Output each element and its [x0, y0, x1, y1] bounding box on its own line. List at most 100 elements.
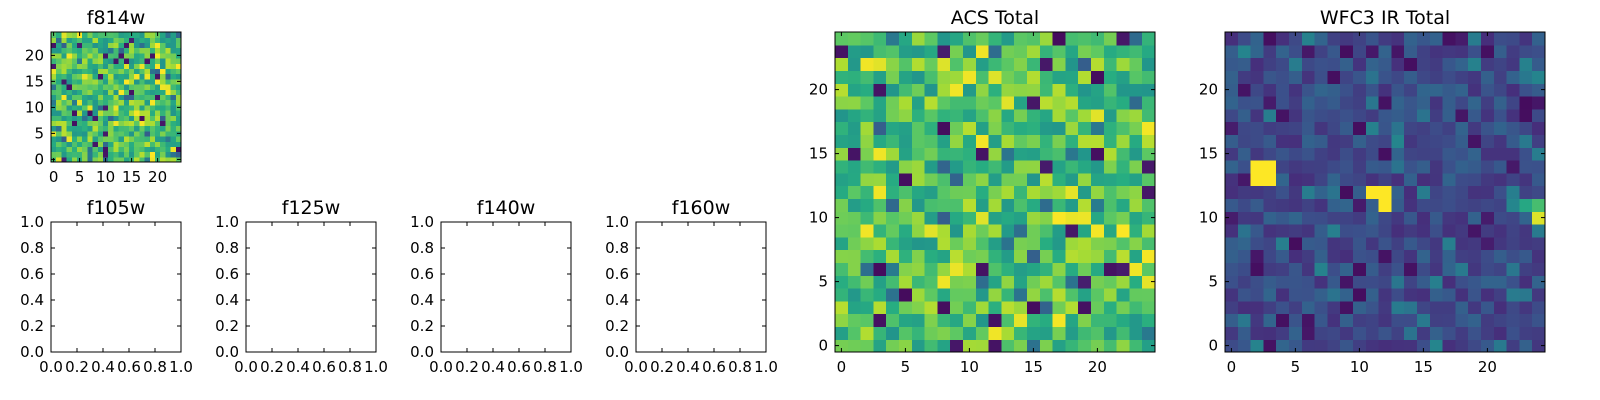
heatmap-cell [1481, 83, 1495, 97]
heatmap-cell [66, 156, 73, 163]
heatmap-cell [134, 58, 140, 64]
heatmap-cell [963, 262, 977, 276]
heatmap-cell [1327, 160, 1341, 174]
heatmap-cell [937, 83, 951, 97]
heatmap-cell [1532, 172, 1546, 187]
heatmap-cell [1404, 326, 1418, 340]
heatmap-cell [1014, 134, 1028, 148]
heatmap-cell [1225, 288, 1239, 302]
heatmap-cell [937, 288, 951, 302]
heatmap-cell [950, 313, 964, 327]
heatmap-cell [847, 339, 862, 353]
heatmap-cell [165, 130, 172, 137]
heatmap-cell [1065, 147, 1079, 161]
heatmap-cell [149, 42, 156, 49]
x-ticks: 0 5 10 15 20 [49, 32, 167, 186]
heatmap-cell [1417, 313, 1431, 327]
heatmap-cell [937, 134, 951, 148]
heatmap-cell [66, 58, 73, 64]
heatmap-cell [1237, 249, 1252, 263]
heatmap-cell [873, 121, 887, 135]
heatmap-cell [51, 120, 57, 127]
heatmap-cell [1014, 262, 1028, 276]
heatmap-cell [1276, 236, 1290, 251]
heatmap-cell [97, 84, 104, 90]
heatmap-cell [1276, 121, 1290, 135]
heatmap-cell [899, 275, 913, 289]
heatmap-cell [108, 52, 114, 59]
heatmap-cell [144, 68, 151, 75]
heatmap-cell [924, 44, 938, 59]
heatmap-cell [113, 130, 120, 137]
heatmap-cell [56, 89, 62, 95]
heatmap-cell [175, 47, 182, 54]
axes-frame [50, 31, 182, 163]
heatmap-cell [860, 300, 874, 315]
heatmap-cell [170, 63, 177, 69]
heatmap-cell [1027, 262, 1041, 276]
heatmap-cell [1065, 108, 1079, 123]
heatmap-cell [886, 288, 900, 302]
heatmap-cell [886, 249, 900, 263]
heatmap-cell [1353, 288, 1367, 302]
heatmap-cell [1027, 96, 1041, 110]
heatmap-cell [1103, 32, 1118, 46]
heatmap-cell [1378, 249, 1392, 263]
heatmap-cell [1314, 134, 1328, 148]
heatmap-cell [1301, 249, 1316, 263]
heatmap-cell [129, 104, 135, 111]
heatmap-cell [149, 73, 156, 80]
heatmap-cell [1276, 211, 1290, 225]
y-tick-label: 0.8 [605, 239, 629, 257]
heatmap-cell [963, 224, 977, 238]
heatmap-cell [139, 99, 146, 106]
heatmap-cell [149, 68, 156, 75]
heatmap-cell [1519, 288, 1533, 302]
panel-f105w: 0.0 0.2 0.4 0.6 0.8 1.00.00.20.40.60.81.0f105… [20, 197, 193, 376]
heatmap-cell [860, 172, 874, 187]
heatmap-cell [170, 151, 177, 158]
heatmap-cell [77, 130, 83, 137]
heatmap-cell [835, 185, 849, 199]
heatmap-cell [1353, 44, 1367, 59]
heatmap-cell [1429, 198, 1444, 212]
heatmap-cell [873, 339, 887, 353]
heatmap-cell [113, 156, 120, 163]
heatmap-cell [1237, 57, 1252, 71]
heatmap-cell [170, 125, 177, 132]
heatmap-cell [1250, 198, 1264, 212]
heatmap-cell [988, 249, 1002, 263]
heatmap-cell [1391, 313, 1405, 327]
heatmap-cell [103, 89, 109, 95]
heatmap-cell [1468, 160, 1482, 174]
heatmap-cell [87, 73, 94, 80]
heatmap-cell [1103, 326, 1118, 340]
heatmap-cell [160, 104, 166, 111]
heatmap-cell [1027, 70, 1041, 84]
heatmap-cell [1404, 32, 1418, 46]
heatmap-cell [1353, 83, 1367, 97]
heatmap-cell [1289, 224, 1303, 238]
heatmap-cell [1493, 288, 1508, 302]
y-tick-label: 0.2 [20, 317, 44, 335]
heatmap-cell [149, 37, 156, 43]
heatmap-cell [899, 108, 913, 123]
heatmap-cell [1327, 198, 1341, 212]
heatmap-cell [1455, 44, 1469, 59]
heatmap-cell [1378, 32, 1392, 46]
heatmap-cell [97, 130, 104, 137]
heatmap-cell [56, 136, 62, 142]
heatmap-cell [1404, 211, 1418, 225]
heatmap-cell [1263, 70, 1277, 84]
heatmap-cell [82, 73, 88, 80]
heatmap-cell [175, 42, 182, 49]
heatmap-cell [1481, 96, 1495, 110]
heatmap-cell [1417, 185, 1431, 199]
heatmap-cell [1429, 57, 1444, 71]
heatmap-cell [61, 94, 68, 101]
heatmap-cell [1468, 288, 1482, 302]
heatmap-cell [123, 37, 130, 43]
heatmap-cell [1429, 249, 1444, 263]
heatmap-cell [911, 147, 926, 161]
heatmap-cell [118, 94, 125, 101]
